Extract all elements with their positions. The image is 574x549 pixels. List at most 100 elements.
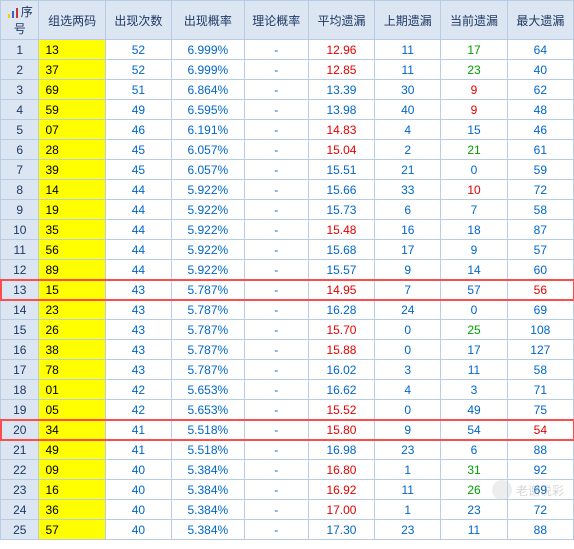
cell-avg: 16.92 bbox=[308, 480, 374, 500]
cell-seq: 7 bbox=[1, 160, 39, 180]
cell-prob: 5.384% bbox=[172, 500, 245, 520]
cell-prev: 24 bbox=[375, 300, 441, 320]
cell-cur: 21 bbox=[441, 140, 507, 160]
cell-theory: - bbox=[244, 160, 308, 180]
cell-prev: 23 bbox=[375, 440, 441, 460]
cell-code: 19 bbox=[39, 200, 105, 220]
cell-avg: 12.96 bbox=[308, 40, 374, 60]
cell-count: 41 bbox=[105, 440, 171, 460]
cell-max: 88 bbox=[507, 520, 573, 540]
cell-prob: 5.384% bbox=[172, 480, 245, 500]
cell-prob: 5.787% bbox=[172, 360, 245, 380]
cell-seq: 1 bbox=[1, 40, 39, 60]
cell-cur: 11 bbox=[441, 520, 507, 540]
cell-avg: 15.04 bbox=[308, 140, 374, 160]
table-row: 1289445.922%-15.5791460 bbox=[1, 260, 574, 280]
cell-code: 89 bbox=[39, 260, 105, 280]
cell-max: 75 bbox=[507, 400, 573, 420]
cell-cur: 9 bbox=[441, 100, 507, 120]
col-header: 当前遗漏 bbox=[441, 1, 507, 40]
cell-max: 62 bbox=[507, 80, 573, 100]
cell-avg: 15.73 bbox=[308, 200, 374, 220]
table-row: 1801425.653%-16.624371 bbox=[1, 380, 574, 400]
cell-prob: 6.057% bbox=[172, 160, 245, 180]
cell-code: 38 bbox=[39, 340, 105, 360]
col-header-label: 最大遗漏 bbox=[516, 14, 564, 28]
cell-prev: 0 bbox=[375, 320, 441, 340]
col-header-label: 理论概率 bbox=[252, 14, 300, 28]
cell-code: 78 bbox=[39, 360, 105, 380]
cell-max: 56 bbox=[507, 280, 573, 300]
cell-count: 43 bbox=[105, 340, 171, 360]
cell-prob: 5.787% bbox=[172, 340, 245, 360]
cell-theory: - bbox=[244, 460, 308, 480]
cell-avg: 13.98 bbox=[308, 100, 374, 120]
cell-code: 35 bbox=[39, 220, 105, 240]
cell-theory: - bbox=[244, 360, 308, 380]
cell-theory: - bbox=[244, 420, 308, 440]
cell-theory: - bbox=[244, 140, 308, 160]
cell-cur: 11 bbox=[441, 360, 507, 380]
cell-theory: - bbox=[244, 440, 308, 460]
cell-max: 58 bbox=[507, 200, 573, 220]
table-row: 2436405.384%-17.0012372 bbox=[1, 500, 574, 520]
table-row: 1423435.787%-16.2824069 bbox=[1, 300, 574, 320]
cell-code: 37 bbox=[39, 60, 105, 80]
cell-count: 51 bbox=[105, 80, 171, 100]
cell-code: 01 bbox=[39, 380, 105, 400]
cell-code: 14 bbox=[39, 180, 105, 200]
cell-code: 26 bbox=[39, 320, 105, 340]
col-header-label: 出现次数 bbox=[114, 14, 162, 28]
cell-code: 49 bbox=[39, 440, 105, 460]
cell-count: 42 bbox=[105, 380, 171, 400]
cell-avg: 16.62 bbox=[308, 380, 374, 400]
cell-prev: 30 bbox=[375, 80, 441, 100]
table-row: 2149415.518%-16.9823688 bbox=[1, 440, 574, 460]
cell-avg: 14.83 bbox=[308, 120, 374, 140]
cell-count: 45 bbox=[105, 140, 171, 160]
cell-count: 40 bbox=[105, 520, 171, 540]
cell-avg: 14.95 bbox=[308, 280, 374, 300]
cell-count: 42 bbox=[105, 400, 171, 420]
cell-prev: 21 bbox=[375, 160, 441, 180]
watermark: 老谢说彩 bbox=[492, 480, 564, 500]
cell-avg: 15.68 bbox=[308, 240, 374, 260]
table-row: 1905425.653%-15.5204975 bbox=[1, 400, 574, 420]
cell-count: 44 bbox=[105, 220, 171, 240]
cell-code: 28 bbox=[39, 140, 105, 160]
cell-prev: 4 bbox=[375, 380, 441, 400]
table-row: 1035445.922%-15.48161887 bbox=[1, 220, 574, 240]
col-header-label: 组选两码 bbox=[48, 14, 96, 28]
cell-cur: 54 bbox=[441, 420, 507, 440]
cell-theory: - bbox=[244, 240, 308, 260]
cell-count: 44 bbox=[105, 260, 171, 280]
cell-avg: 16.28 bbox=[308, 300, 374, 320]
cell-seq: 25 bbox=[1, 520, 39, 540]
cell-theory: - bbox=[244, 300, 308, 320]
cell-cur: 6 bbox=[441, 440, 507, 460]
cell-prev: 11 bbox=[375, 480, 441, 500]
cell-count: 40 bbox=[105, 500, 171, 520]
table-row: 2557405.384%-17.30231188 bbox=[1, 520, 574, 540]
cell-theory: - bbox=[244, 220, 308, 240]
cell-prev: 3 bbox=[375, 360, 441, 380]
cell-max: 60 bbox=[507, 260, 573, 280]
cell-max: 71 bbox=[507, 380, 573, 400]
cell-max: 59 bbox=[507, 160, 573, 180]
cell-code: 09 bbox=[39, 460, 105, 480]
cell-cur: 9 bbox=[441, 240, 507, 260]
cell-theory: - bbox=[244, 400, 308, 420]
cell-prev: 17 bbox=[375, 240, 441, 260]
cell-count: 44 bbox=[105, 200, 171, 220]
cell-code: 16 bbox=[39, 480, 105, 500]
table-row: 1638435.787%-15.88017127 bbox=[1, 340, 574, 360]
col-header: 平均遗漏 bbox=[308, 1, 374, 40]
cell-avg: 15.66 bbox=[308, 180, 374, 200]
table-row: 113526.999%-12.96111764 bbox=[1, 40, 574, 60]
cell-code: 57 bbox=[39, 520, 105, 540]
cell-cur: 23 bbox=[441, 60, 507, 80]
cell-seq: 5 bbox=[1, 120, 39, 140]
cell-theory: - bbox=[244, 60, 308, 80]
cell-max: 61 bbox=[507, 140, 573, 160]
cell-code: 07 bbox=[39, 120, 105, 140]
